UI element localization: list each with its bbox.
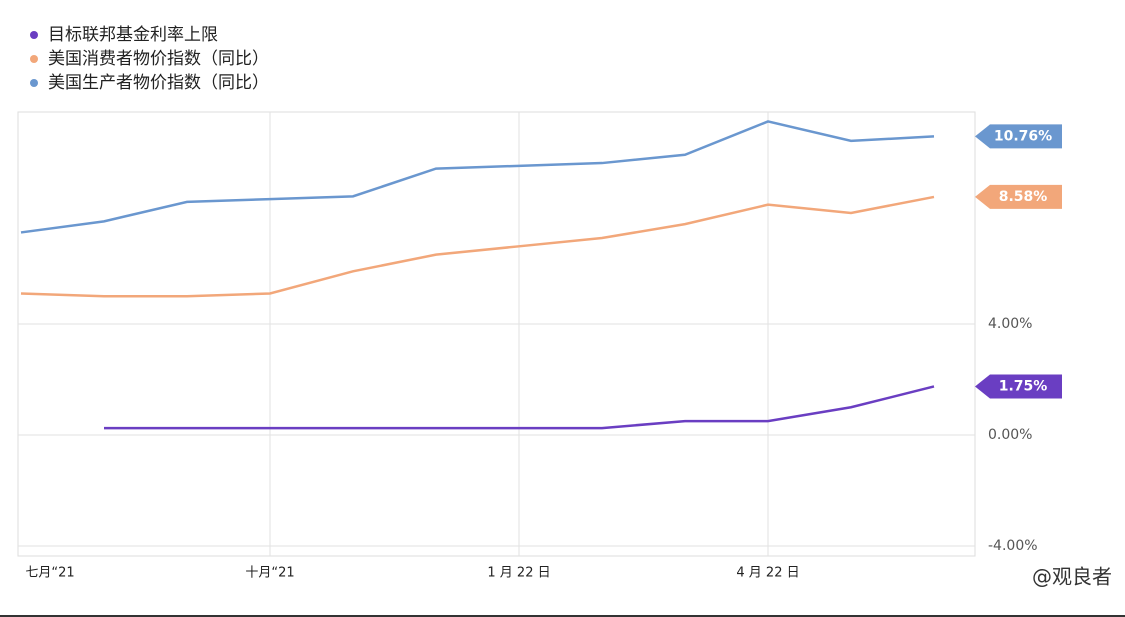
y-tick-label: 4.00%: [988, 316, 1032, 332]
series-line: [104, 385, 935, 430]
value-label: 8.58%: [999, 189, 1048, 205]
series-line: [20, 195, 935, 298]
x-tick-label: 十月“21: [245, 566, 294, 581]
y-tick-label: -4.00%: [988, 538, 1038, 554]
series-line: [20, 120, 935, 234]
legend-marker: [30, 31, 38, 39]
legend-label: 美国消费者物价指数（同比）: [48, 49, 269, 69]
plot-area: [17, 111, 976, 557]
x-tick-label: 七月“21: [25, 566, 74, 581]
watermark: @观良者: [1032, 565, 1112, 589]
legend-label: 目标联邦基金利率上限: [48, 25, 218, 45]
x-tick-label: 1 月 22 日: [487, 566, 550, 581]
legend-marker: [30, 79, 38, 87]
legend-label: 美国生产者物价指数（同比）: [48, 73, 269, 93]
y-tick-label: 0.00%: [988, 427, 1032, 443]
value-tag: [975, 184, 1062, 209]
value-label: 10.76%: [994, 128, 1052, 144]
value-tag: [975, 374, 1062, 399]
value-label: 1.75%: [999, 378, 1048, 394]
legend-marker: [30, 55, 38, 63]
value-tag: [975, 124, 1062, 149]
x-tick-label: 4 月 22 日: [736, 566, 799, 581]
